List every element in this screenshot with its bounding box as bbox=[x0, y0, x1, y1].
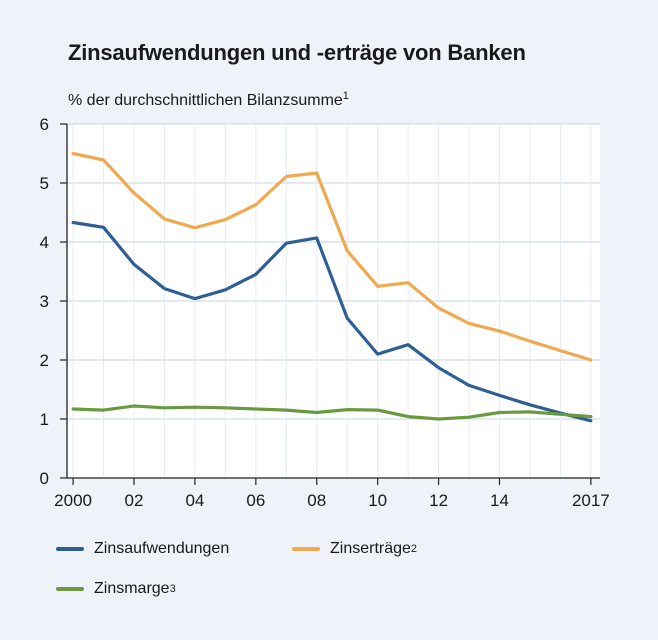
y-tick-label: 2 bbox=[40, 351, 49, 370]
subtitle-footnote: 1 bbox=[342, 90, 349, 102]
x-tick-label: 02 bbox=[125, 491, 144, 510]
x-tick-label: 2017 bbox=[572, 491, 610, 510]
x-tick-label: 12 bbox=[429, 491, 448, 510]
legend-item-zinsmarge: Zinsmarge 3 bbox=[56, 580, 176, 598]
y-tick-label: 0 bbox=[40, 469, 49, 488]
x-tick-label: 06 bbox=[246, 491, 265, 510]
x-tick-label: 04 bbox=[185, 491, 204, 510]
legend-label-zinsmarge: Zinsmarge bbox=[94, 580, 170, 597]
x-tick-label: 2000 bbox=[54, 491, 92, 510]
y-tick-label: 3 bbox=[40, 292, 49, 311]
legend-swatch-zinsertraege bbox=[292, 547, 320, 551]
x-tick-label: 10 bbox=[368, 491, 387, 510]
y-tick-label: 4 bbox=[40, 233, 49, 252]
y-tick-label: 1 bbox=[40, 410, 49, 429]
legend-footnote-zinsmarge: 3 bbox=[169, 583, 176, 595]
legend-label-zinsaufwendungen: Zinsaufwendungen bbox=[94, 540, 230, 557]
x-tick-label: 08 bbox=[307, 491, 326, 510]
chart-title: Zinsaufwendungen und -erträge von Banken bbox=[68, 40, 526, 65]
series-line-zinsmarge bbox=[71, 404, 593, 421]
legend-swatch-zinsaufwendungen bbox=[56, 547, 84, 551]
y-tick-label: 5 bbox=[40, 174, 49, 193]
y-tick-label: 6 bbox=[40, 115, 49, 134]
subtitle-text: % der durchschnittlichen Bilanzsumme bbox=[68, 92, 343, 109]
legend-swatch-zinsmarge bbox=[56, 587, 84, 591]
series-line-zinsertrge bbox=[71, 151, 593, 362]
series-line-zinsaufwendungen bbox=[71, 220, 593, 423]
legend-label-zinsertraege: Zinserträge bbox=[330, 540, 411, 557]
axes bbox=[60, 123, 600, 485]
chart-subtitle: % der durchschnittlichen Bilanzsumme1 bbox=[68, 90, 349, 110]
legend-item-zinsertraege: Zinserträge 2 bbox=[292, 540, 417, 558]
series-lines bbox=[71, 151, 593, 423]
legend-item-zinsaufwendungen: Zinsaufwendungen bbox=[56, 540, 229, 558]
grid bbox=[67, 123, 600, 478]
x-tick-label: 14 bbox=[490, 491, 509, 510]
legend-footnote-zinsertraege: 2 bbox=[410, 543, 418, 555]
